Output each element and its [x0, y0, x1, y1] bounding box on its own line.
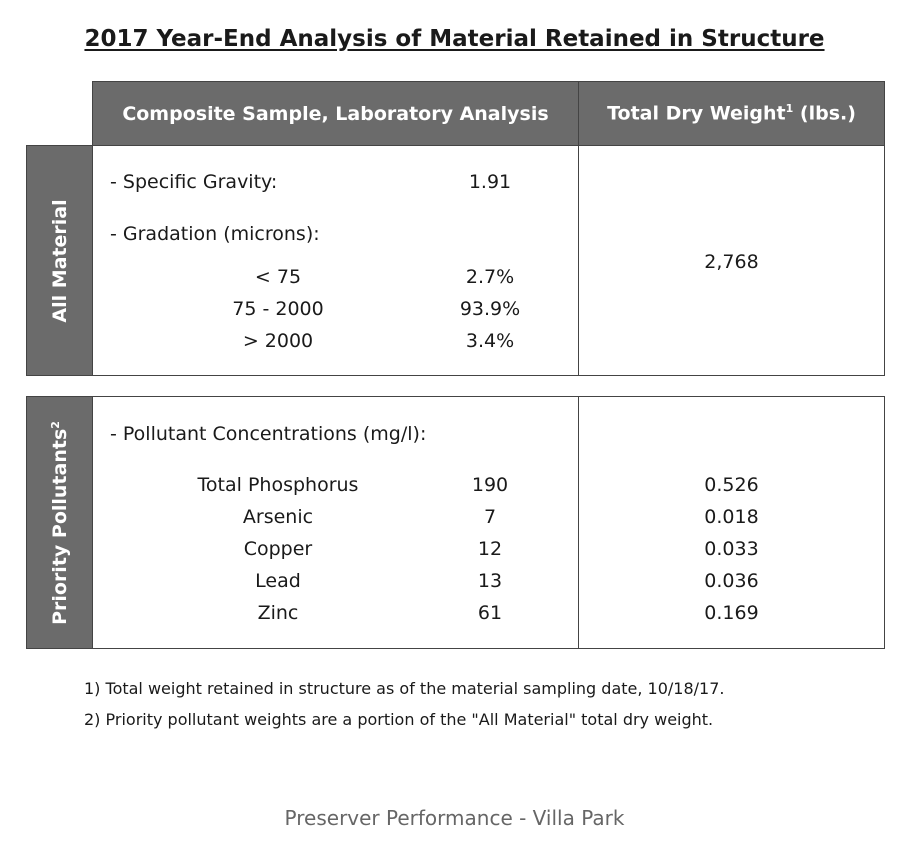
- all-material-weight-cell: [578, 145, 885, 376]
- priority-weight-cell: [578, 396, 885, 649]
- gradation-value: 93.9%: [459, 298, 521, 320]
- pollutant-name: Zinc: [257, 602, 299, 624]
- all-material-side-label: All Material: [26, 145, 93, 376]
- pollutant-concentration: 12: [477, 538, 503, 560]
- page-title: 2017 Year-End Analysis of Material Retai…: [84, 26, 825, 52]
- pollutant-concentration: 190: [471, 474, 509, 496]
- header-weight-unit: (lbs.): [793, 102, 856, 125]
- all-material-analysis-cell: [92, 145, 579, 376]
- header-weight-footnote-mark: 1: [785, 102, 794, 116]
- header-weight-label: Total Dry Weight: [607, 102, 786, 125]
- pollutant-name: Arsenic: [242, 506, 314, 528]
- specific-gravity-label: - Specific Gravity:: [110, 171, 278, 193]
- gradation-value: 2.7%: [465, 266, 515, 288]
- pollutant-concentrations-label: - Pollutant Concentrations (mg/l):: [110, 423, 427, 445]
- pollutant-weight: 0.036: [704, 570, 759, 592]
- header-composite-sample: Composite Sample, Laboratory Analysis: [92, 81, 579, 146]
- pollutant-name: Copper: [243, 538, 313, 560]
- pollutant-name: Total Phosphorus: [197, 474, 359, 496]
- gradation-range: < 75: [254, 266, 302, 288]
- gradation-label: - Gradation (microns):: [110, 223, 320, 245]
- header-composite-label: Composite Sample, Laboratory Analysis: [122, 102, 549, 125]
- footnote: 1) Total weight retained in structure as…: [84, 679, 725, 698]
- priority-pollutants-side-label: Priority Pollutants2: [26, 396, 93, 649]
- specific-gravity-value: 1.91: [468, 171, 512, 193]
- pollutant-concentration: 13: [477, 570, 503, 592]
- all-material-total-weight: 2,768: [704, 251, 759, 273]
- pollutant-concentration: 7: [483, 506, 497, 528]
- footnote: 2) Priority pollutant weights are a port…: [84, 710, 714, 729]
- pollutant-weight: 0.526: [704, 474, 759, 496]
- footer-caption: Preserver Performance - Villa Park: [284, 806, 625, 830]
- pollutant-concentration: 61: [477, 602, 503, 624]
- pollutant-weight: 0.018: [704, 506, 759, 528]
- priority-label-text: Priority Pollutants: [48, 428, 71, 625]
- gradation-value: 3.4%: [465, 330, 515, 352]
- gradation-range: 75 - 2000: [232, 298, 324, 320]
- priority-footnote-mark: 2: [48, 420, 62, 429]
- gradation-range: > 2000: [242, 330, 314, 352]
- pollutant-weight: 0.169: [704, 602, 759, 624]
- pollutant-weight: 0.033: [704, 538, 759, 560]
- pollutant-name: Lead: [255, 570, 301, 592]
- header-total-dry-weight: Total Dry Weight1 (lbs.): [578, 81, 885, 146]
